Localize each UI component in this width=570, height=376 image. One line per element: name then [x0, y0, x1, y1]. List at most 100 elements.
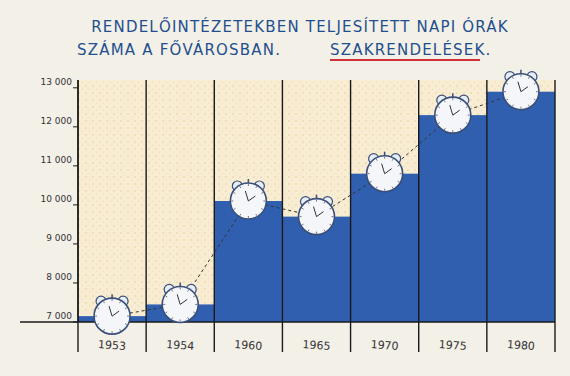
clock-tick: [302, 208, 304, 209]
clock-tick: [112, 299, 113, 301]
clock-tick: [188, 317, 189, 319]
clock-tick: [536, 91, 538, 92]
clock-tick: [104, 329, 105, 331]
clock-tick: [125, 324, 127, 325]
clock-tick: [466, 107, 468, 108]
clock-tick: [329, 208, 331, 209]
clock-hand: [112, 311, 119, 316]
separator: [350, 80, 351, 352]
clock-tick: [120, 329, 121, 331]
clock-tick: [528, 105, 529, 107]
clock-tick: [120, 301, 121, 303]
clock-hand: [245, 191, 248, 201]
clock-tick: [392, 159, 393, 161]
clock-tick: [376, 187, 377, 189]
clock-tick: [180, 287, 181, 289]
clock-tick: [398, 181, 400, 182]
clock-tick: [452, 130, 453, 132]
clock-face: [162, 286, 198, 322]
bars: [78, 92, 555, 322]
clock-hand: [382, 164, 385, 174]
clock-hand: [109, 306, 112, 316]
clock-tick: [193, 296, 195, 297]
clock-tick: [332, 216, 334, 217]
x-tick-label: 1980: [506, 338, 535, 353]
clock-tick: [261, 193, 263, 194]
clock-hand: [180, 299, 187, 304]
clock-marker: [162, 282, 198, 322]
clock-tick: [248, 184, 249, 186]
clock-tick: [528, 77, 529, 79]
clock-tick: [384, 157, 385, 159]
clock-tick: [466, 123, 468, 124]
clock-face: [367, 156, 403, 192]
clock-marker: [299, 195, 335, 235]
clock-tick: [172, 290, 173, 292]
subtitle-underline: [330, 59, 480, 61]
clock-tick: [193, 312, 195, 313]
clock-tick: [438, 107, 440, 108]
clock-tick: [460, 100, 461, 102]
clock-tick: [520, 75, 521, 77]
clock-hand: [314, 207, 317, 217]
clock-hand: [450, 105, 453, 115]
clock-tick: [520, 107, 521, 109]
separator: [418, 80, 419, 352]
x-tick-label: 1965: [302, 338, 331, 353]
bar: [419, 115, 487, 322]
clock-face: [230, 183, 266, 219]
y-axis: [77, 80, 78, 322]
x-tick-label: 1970: [370, 338, 399, 353]
bar: [487, 92, 555, 322]
y-tick: [73, 126, 78, 127]
y-tick: [73, 322, 78, 323]
clock-tick: [504, 91, 506, 92]
clock-hand: [385, 169, 392, 174]
clock-tick: [506, 83, 508, 84]
clock-tick: [240, 214, 241, 216]
clock-tick: [329, 224, 331, 225]
clock-tick: [438, 123, 440, 124]
title: SZÁMA A FŐVÁROSBAN.: [77, 39, 281, 59]
x-tick-label: 1954: [166, 338, 195, 353]
x-tick-label: 1953: [98, 338, 127, 353]
clock-tick: [316, 232, 317, 234]
clock-tick: [392, 187, 393, 189]
clock-tick: [180, 319, 181, 321]
clock-tick: [506, 99, 508, 100]
clock-tick: [308, 202, 309, 204]
clock-tick: [234, 209, 236, 210]
clock-tick: [300, 216, 302, 217]
clock-face: [503, 74, 539, 110]
y-tick-label: 10 000: [41, 194, 73, 204]
clock-face: [299, 199, 335, 235]
clock-tick: [398, 165, 400, 166]
clock-marker: [230, 179, 266, 219]
y-tick-label: 9 000: [46, 233, 72, 243]
clock-tick: [452, 98, 453, 100]
clock-tick: [127, 316, 129, 317]
clock-tick: [534, 99, 536, 100]
y-tick: [73, 165, 78, 166]
clock-tick: [368, 173, 370, 174]
clock-tick: [400, 173, 402, 174]
clock-tick: [163, 304, 165, 305]
clock-tick: [165, 296, 167, 297]
clock-tick: [370, 165, 372, 166]
clock-tick: [97, 308, 99, 309]
clock-tick: [460, 128, 461, 130]
separator: [214, 80, 215, 352]
clock-tick: [302, 224, 304, 225]
clock-tick: [384, 189, 385, 191]
clock-tick: [125, 308, 127, 309]
clock-tick: [172, 317, 173, 319]
trend-line: [112, 92, 521, 316]
clock-face: [435, 97, 471, 133]
clock-marker: [503, 70, 539, 110]
clock-tick: [104, 301, 105, 303]
clock-tick: [444, 128, 445, 130]
clock-tick: [165, 312, 167, 313]
bar: [351, 174, 419, 322]
clock-tick: [512, 105, 513, 107]
clock-tick: [436, 115, 438, 116]
